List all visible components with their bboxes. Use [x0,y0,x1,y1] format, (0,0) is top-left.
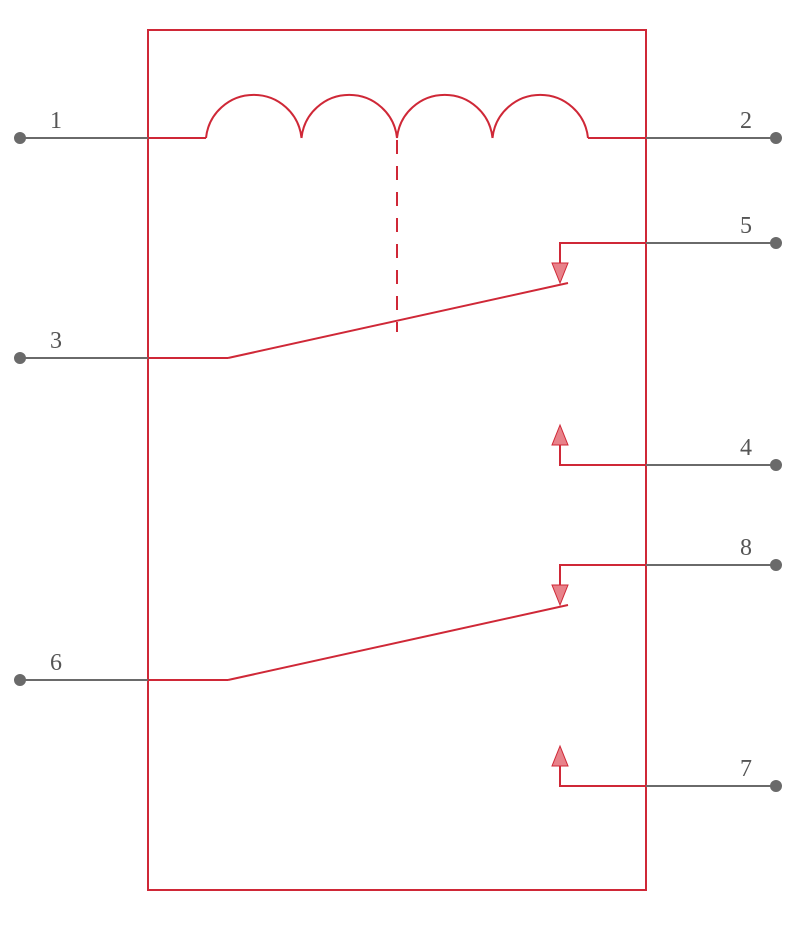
pin-1-label: 1 [50,108,62,135]
arrow-up-icon [552,425,568,445]
pin-5-label: 5 [740,213,752,240]
arrow-down-icon [552,263,568,283]
switch-2 [148,565,646,786]
pin-6-label: 6 [50,650,62,677]
pin-7-label: 7 [740,756,752,783]
relay-body-rect [148,30,646,890]
pin-4-label: 4 [740,435,752,462]
arrow-up-icon [552,746,568,766]
pin-2-label: 2 [740,108,752,135]
pin-3-label: 3 [50,328,62,355]
relay-schematic [0,0,800,925]
pin-8-label: 8 [740,535,752,562]
arrow-down-icon [552,585,568,605]
coil [148,95,646,138]
